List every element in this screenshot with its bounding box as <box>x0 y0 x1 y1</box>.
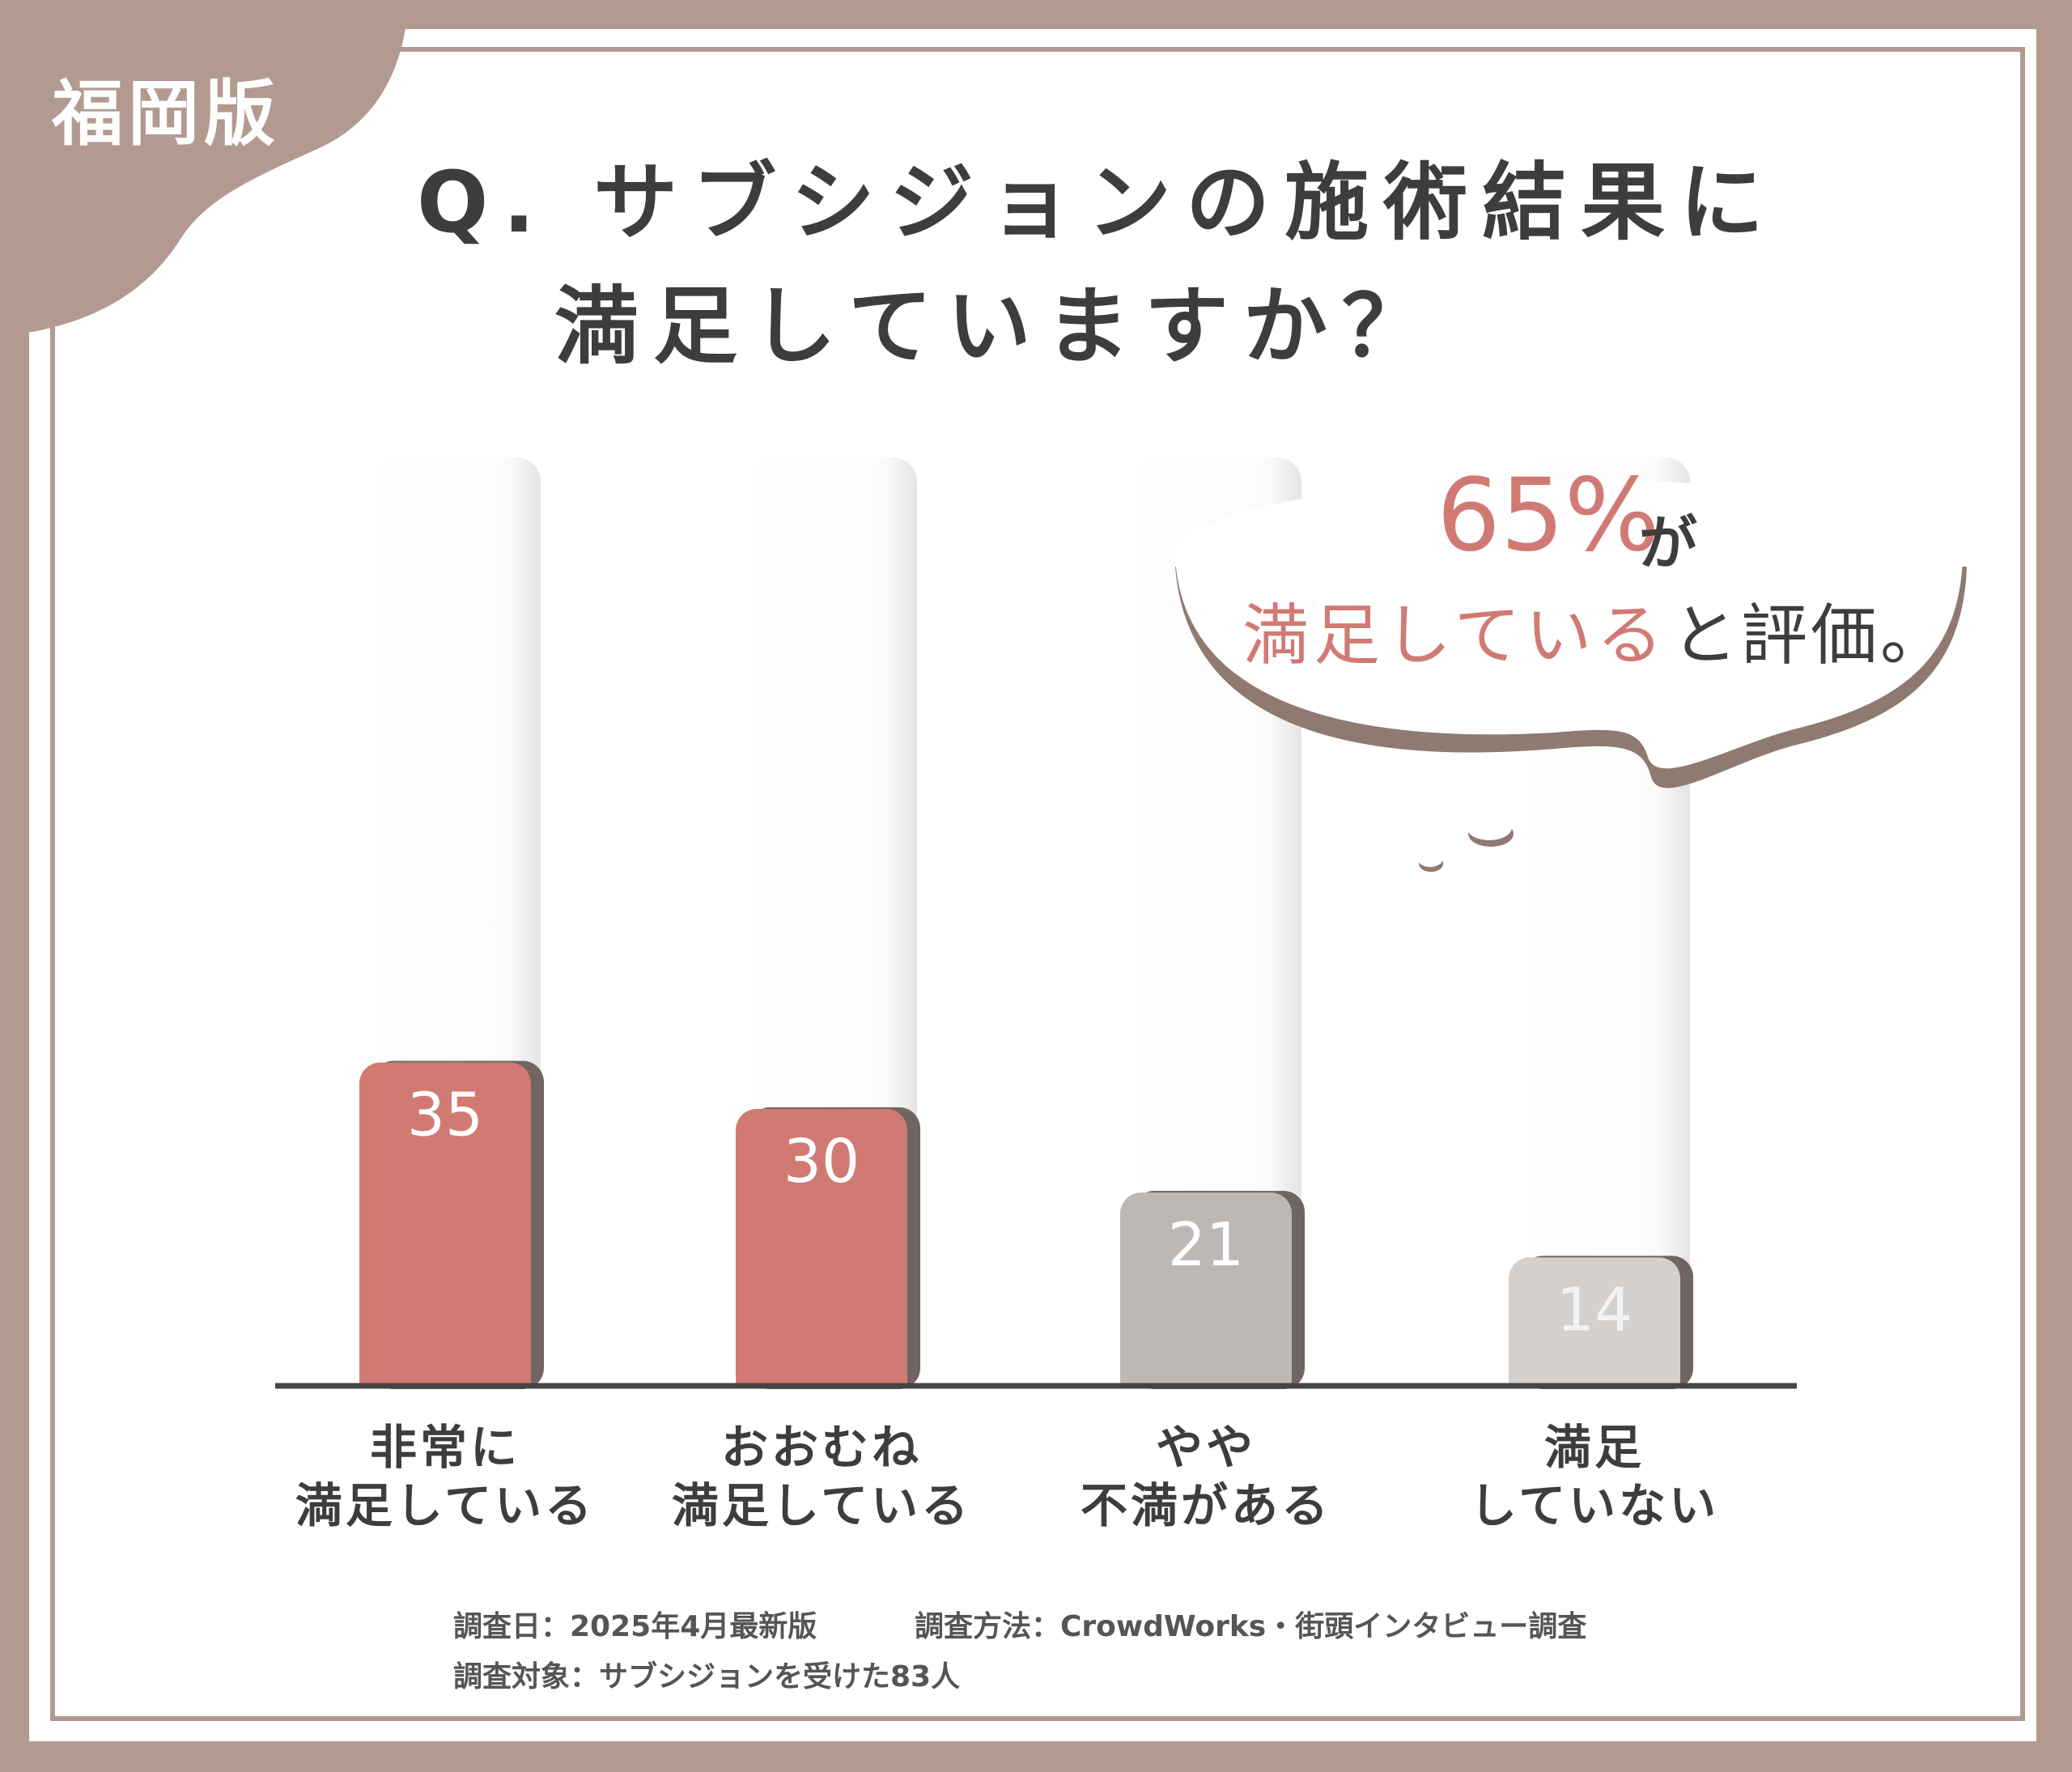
bar-base <box>736 1353 907 1386</box>
bar-base <box>1120 1353 1292 1386</box>
survey-method: 調査方法：CrowdWorks・街頭インタビュー調査 <box>915 1610 1587 1643</box>
bar-value-label: 21 <box>1168 1210 1244 1280</box>
bar <box>736 1108 907 1387</box>
category-label: おおむね 満足している <box>671 1420 972 1533</box>
question-line-2: 満足していますか？ <box>554 277 1441 376</box>
region-label: 福岡版 <box>52 72 281 155</box>
callout-ga: が <box>1639 509 1698 577</box>
bar-value-label: 14 <box>1556 1275 1633 1345</box>
bar-value-label: 30 <box>783 1127 860 1196</box>
bar <box>1120 1192 1292 1387</box>
survey-target: 調査対象：サブシジョンを受けた83人 <box>453 1660 961 1693</box>
callout-highlight: 満足している <box>1242 597 1668 674</box>
bar-base <box>1509 1353 1680 1386</box>
question-line-1: Q. サブシジョンの施術結果に <box>417 153 1779 252</box>
callout-bubble <box>1175 479 1967 872</box>
category-label: 満足 していない <box>1469 1420 1720 1533</box>
category-label: やや 不満がある <box>1080 1420 1331 1533</box>
survey-date: 調査日：2025年4月最新版 <box>453 1610 817 1643</box>
region-badge <box>0 0 409 332</box>
callout-suffix: と評価。 <box>1671 597 1951 674</box>
bar-base <box>359 1353 531 1386</box>
bar <box>359 1062 531 1387</box>
callout-percent: 65% <box>1437 457 1660 574</box>
category-label: 非常に 満足している <box>295 1420 596 1533</box>
bar-value-label: 35 <box>407 1081 483 1150</box>
